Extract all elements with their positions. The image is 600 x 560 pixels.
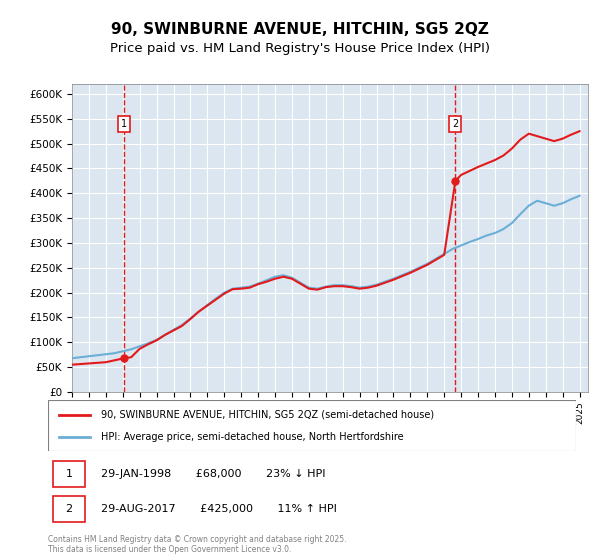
Text: Price paid vs. HM Land Registry's House Price Index (HPI): Price paid vs. HM Land Registry's House …	[110, 42, 490, 55]
Text: Contains HM Land Registry data © Crown copyright and database right 2025.
This d: Contains HM Land Registry data © Crown c…	[48, 535, 347, 554]
Text: 1: 1	[65, 469, 73, 479]
Text: HPI: Average price, semi-detached house, North Hertfordshire: HPI: Average price, semi-detached house,…	[101, 432, 403, 442]
Text: 2: 2	[65, 504, 73, 514]
FancyBboxPatch shape	[53, 496, 85, 521]
Text: 29-AUG-2017       £425,000       11% ↑ HPI: 29-AUG-2017 £425,000 11% ↑ HPI	[101, 504, 337, 514]
Text: 2: 2	[452, 119, 458, 129]
Text: 1: 1	[121, 119, 127, 129]
FancyBboxPatch shape	[48, 400, 576, 451]
FancyBboxPatch shape	[53, 461, 85, 487]
Text: 90, SWINBURNE AVENUE, HITCHIN, SG5 2QZ: 90, SWINBURNE AVENUE, HITCHIN, SG5 2QZ	[111, 22, 489, 38]
Text: 29-JAN-1998       £68,000       23% ↓ HPI: 29-JAN-1998 £68,000 23% ↓ HPI	[101, 469, 325, 479]
Text: 90, SWINBURNE AVENUE, HITCHIN, SG5 2QZ (semi-detached house): 90, SWINBURNE AVENUE, HITCHIN, SG5 2QZ (…	[101, 409, 434, 419]
